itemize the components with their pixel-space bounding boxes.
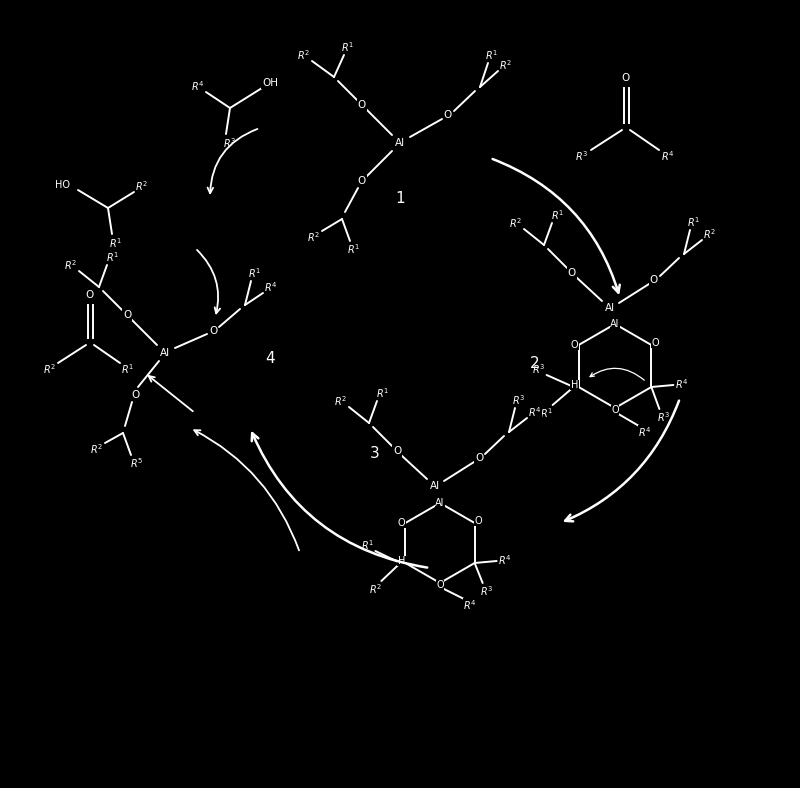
Text: O: O: [571, 340, 578, 350]
Text: $R^3$: $R^3$: [223, 136, 237, 150]
Text: O: O: [393, 446, 401, 456]
Text: Al: Al: [605, 303, 615, 313]
Text: $R^3$: $R^3$: [657, 410, 670, 424]
Text: $R^2$: $R^2$: [369, 582, 382, 596]
Text: $R^1$: $R^1$: [122, 362, 134, 376]
Text: $R^1$: $R^1$: [687, 215, 701, 229]
Text: $R^4$: $R^4$: [463, 598, 477, 612]
Text: $R^4$: $R^4$: [638, 425, 652, 439]
Text: $R^3$: $R^3$: [512, 393, 526, 407]
Text: O: O: [209, 326, 217, 336]
Text: $R^5$: $R^5$: [130, 456, 144, 470]
Text: O: O: [358, 176, 366, 186]
Text: $R^2$: $R^2$: [510, 216, 522, 230]
Text: O: O: [444, 110, 452, 120]
Text: $R^4$: $R^4$: [674, 377, 688, 391]
Text: $R^1$: $R^1$: [347, 242, 361, 256]
Text: H: H: [571, 380, 578, 390]
Text: Al: Al: [430, 481, 440, 491]
Text: $R^2$: $R^2$: [307, 230, 321, 244]
Text: O: O: [398, 518, 405, 528]
Text: O: O: [123, 310, 131, 320]
Text: HO: HO: [55, 180, 70, 190]
Text: 2: 2: [530, 355, 540, 370]
Text: O: O: [86, 290, 94, 300]
Text: Al: Al: [610, 319, 620, 329]
Text: $R^2$: $R^2$: [90, 442, 103, 456]
Text: 4: 4: [265, 351, 275, 366]
Text: $R^2$: $R^2$: [298, 48, 310, 62]
Text: $R^1$: $R^1$: [486, 48, 498, 62]
Text: O: O: [131, 390, 139, 400]
Text: $R^4$: $R^4$: [264, 280, 278, 294]
Text: O: O: [475, 453, 483, 463]
Text: O: O: [622, 73, 630, 83]
Text: Al: Al: [160, 348, 170, 358]
Text: $R^1$: $R^1$: [540, 406, 554, 420]
Text: OH: OH: [262, 78, 278, 88]
Text: O: O: [568, 268, 576, 278]
Text: $R^2$: $R^2$: [65, 258, 78, 272]
Text: 3: 3: [370, 445, 380, 460]
Text: O: O: [436, 580, 444, 590]
Text: $R^2$: $R^2$: [334, 394, 347, 408]
Text: O: O: [650, 275, 658, 285]
Text: $R^1$: $R^1$: [249, 266, 262, 280]
Text: $R^4$: $R^4$: [662, 149, 674, 163]
Text: H: H: [398, 556, 405, 566]
Text: $R^3$: $R^3$: [480, 584, 494, 598]
Text: Al: Al: [435, 498, 445, 508]
Text: O: O: [475, 516, 482, 526]
Text: O: O: [358, 100, 366, 110]
Text: $R^2$: $R^2$: [499, 58, 513, 72]
Text: $R^1$: $R^1$: [361, 538, 374, 552]
Text: Al: Al: [395, 138, 405, 148]
Text: $R^4$: $R^4$: [528, 405, 542, 419]
Text: $R^2$: $R^2$: [703, 227, 717, 241]
Text: $R^1$: $R^1$: [106, 250, 119, 264]
Text: $R^2$: $R^2$: [43, 362, 57, 376]
Text: $R^1$: $R^1$: [377, 386, 390, 400]
Text: O: O: [611, 405, 619, 415]
Text: $R^4$: $R^4$: [498, 553, 511, 567]
Text: $R^1$: $R^1$: [551, 208, 565, 222]
Text: 1: 1: [395, 191, 405, 206]
Text: $R^1$: $R^1$: [342, 40, 354, 54]
Text: $R^3$: $R^3$: [575, 149, 589, 163]
Text: $R^3$: $R^3$: [532, 362, 546, 376]
Text: $R^1$: $R^1$: [110, 236, 122, 250]
Text: O: O: [651, 338, 659, 348]
Text: $R^4$: $R^4$: [191, 79, 205, 93]
Text: $R^2$: $R^2$: [135, 179, 149, 193]
